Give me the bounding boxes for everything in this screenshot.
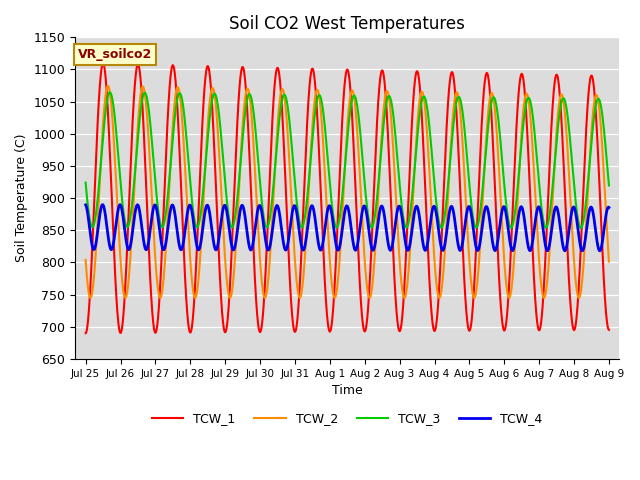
Legend: TCW_1, TCW_2, TCW_3, TCW_4: TCW_1, TCW_2, TCW_3, TCW_4 [147,407,547,430]
Y-axis label: Soil Temperature (C): Soil Temperature (C) [15,134,28,263]
Text: VR_soilco2: VR_soilco2 [78,48,152,61]
Title: Soil CO2 West Temperatures: Soil CO2 West Temperatures [229,15,465,33]
X-axis label: Time: Time [332,384,363,397]
